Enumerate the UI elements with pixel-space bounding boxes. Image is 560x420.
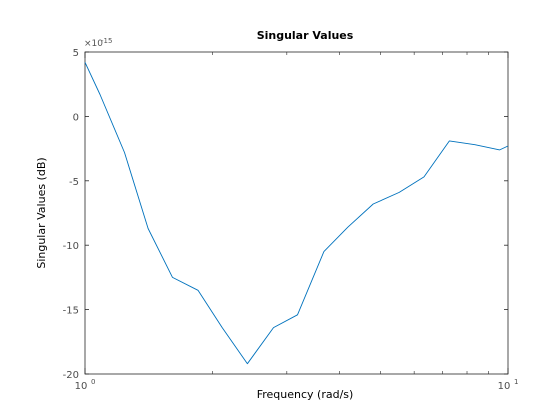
y-tick-label: -5 [69, 177, 79, 188]
y-tick-label: -10 [63, 241, 79, 252]
chart-title: Singular Values [257, 29, 354, 42]
y-tick-label: 0 [73, 112, 79, 123]
y-axis-multiplier: ×10 -15 [84, 37, 112, 49]
y-tick-label: -20 [63, 370, 79, 381]
x-tick-labels: 10 0 10 1 [75, 378, 519, 392]
singular-value-line [84, 62, 509, 365]
axis-ticks [84, 51, 509, 375]
y-tick-label: 5 [73, 48, 79, 59]
y-axis-label: Singular Values (dB) [35, 157, 48, 268]
plot-area [84, 51, 509, 375]
y-multiplier-base: ×10 [84, 39, 103, 49]
y-multiplier-exponent: -15 [101, 37, 112, 45]
x-tick-label-exponent: 1 [514, 378, 518, 386]
x-axis-label: Frequency (rad/s) [257, 388, 354, 401]
y-tick-label: -15 [63, 306, 79, 317]
x-tick-label: 10 [75, 381, 88, 392]
x-tick-label: 10 [498, 381, 511, 392]
x-tick-label-exponent: 0 [91, 378, 95, 386]
y-tick-labels: 5 0 -5 -10 -15 -20 [63, 48, 79, 381]
